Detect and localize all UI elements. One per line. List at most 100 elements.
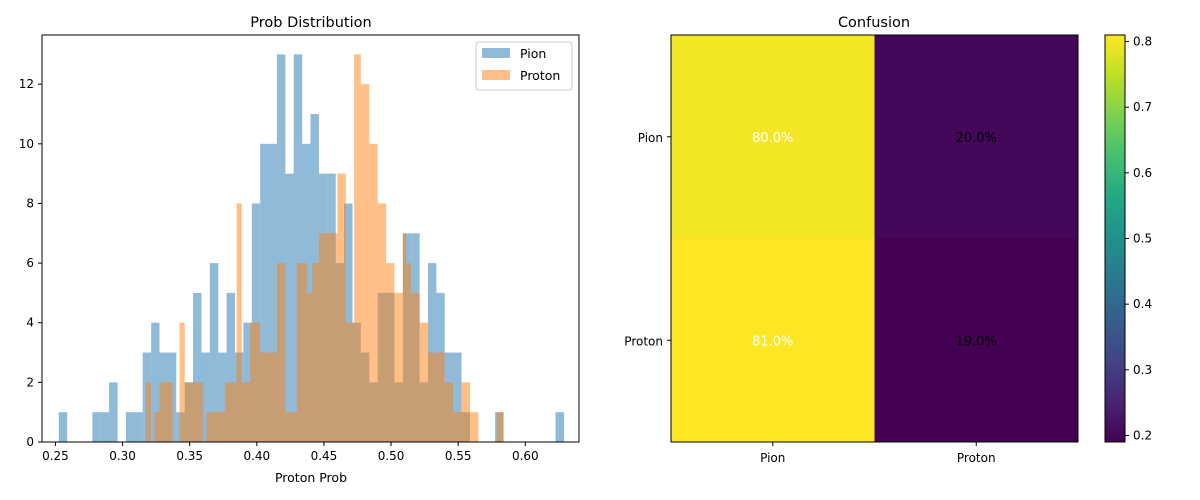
proton-bars [146,54,504,442]
confusion-cell-label-1-1: 19.0% [956,334,997,349]
proton-bar-13 [260,352,277,442]
proton-bar-31 [419,322,428,442]
proton-bar-36 [461,382,470,442]
colorbar-tick-label-0: 0.2 [1133,428,1152,442]
histogram-x-tick-label-5: 0.50 [378,449,405,463]
pion-bar-8 [151,322,160,442]
legend-swatch-pion [482,48,510,58]
histogram-y-tick-label-3: 6 [26,256,34,270]
confusion-cell-1-1 [874,238,1079,443]
confusion-chart: Confusion 80.0% 20.0% 81.0% 19.0% Pion Proto… [624,15,1152,465]
colorbar-tick-label-1: 0.3 [1133,363,1152,377]
pion-bar-47 [555,412,564,442]
pion-bar-6 [134,412,143,442]
pion-bar-13 [193,292,202,442]
pion-bar-22 [268,143,277,442]
confusion-cell-0-0 [671,35,875,239]
pion-bar-16 [218,352,227,442]
proton-bar-24 [369,143,378,442]
histogram-x-tick-label-6: 0.55 [445,449,472,463]
pion-bar-1 [92,412,101,442]
confusion-x-ticks: Pion Proton [760,442,996,465]
pion-bar-3 [109,382,118,442]
proton-bar-9 [224,382,237,442]
histogram-y-tick-label-5: 10 [19,137,34,151]
proton-bar-25 [377,203,387,442]
proton-bar-14 [276,263,286,442]
confusion-y-ticks: Pion Proton [624,131,671,348]
pion-bar-19 [243,322,252,442]
histogram-x-tick-label-2: 0.35 [176,449,203,463]
proton-bar-0 [146,382,152,442]
histogram-x-label: Proton Prob [275,470,347,485]
pion-bar-2 [100,412,110,442]
pion-bar-14 [201,352,210,442]
proton-bar-17 [307,292,313,442]
histogram-x-tick-label-4: 0.45 [311,449,338,463]
pion-bar-21 [260,143,269,442]
pion-bar-15 [209,263,219,442]
colorbar-tick-label-6: 0.8 [1133,35,1152,49]
histogram-x-tick-label-7: 0.60 [512,449,539,463]
histogram-y-tick-label-1: 2 [26,375,34,389]
proton-bar-38 [496,412,504,442]
colorbar-ticks: 0.2 0.3 0.4 0.5 0.6 0.7 0.8 [1125,35,1152,442]
proton-bar-18 [312,263,319,442]
histogram-legend: Pion Proton [475,41,573,91]
histogram-y-ticks: 0 2 4 6 8 10 12 [19,77,42,449]
proton-bar-10 [236,203,242,442]
proton-bar-29 [406,263,412,442]
proton-bar-27 [394,292,403,442]
proton-bar-8 [214,412,225,442]
proton-bar-34 [444,382,454,442]
legend-label-proton: Proton [520,68,560,83]
confusion-y-tick-label-1: Proton [624,334,663,348]
pion-bar-25 [293,54,303,442]
confusion-title: Confusion [838,15,910,31]
colorbar-gradient [1105,35,1125,442]
pion-bar-17 [226,292,236,442]
legend-swatch-proton [482,70,510,80]
proton-bar-33 [436,352,445,442]
confusion-y-tick-label-0: Pion [638,131,663,145]
proton-bar-21 [345,322,355,442]
confusion-cells [671,35,1079,443]
pion-bar-44 [453,352,462,442]
proton-bar-20 [337,173,346,442]
histogram-y-tick-label-2: 4 [26,316,34,330]
colorbar-tick-label-5: 0.7 [1133,100,1152,114]
confusion-cell-label-0-1: 20.0% [956,131,997,146]
proton-bar-12 [250,322,261,442]
proton-bar-5 [184,382,192,442]
proton-bar-26 [386,263,395,442]
pion-bar-23 [276,54,286,442]
proton-bar-19 [318,233,338,442]
histogram-x-ticks: 0.25 0.30 0.35 0.40 0.45 0.50 0.55 0.60 [42,442,539,463]
histogram-y-tick-label-0: 0 [26,435,34,449]
colorbar-tick-label-3: 0.5 [1133,232,1152,246]
legend-label-pion: Pion [520,46,546,61]
colorbar: 0.2 0.3 0.4 0.5 0.6 0.7 0.8 [1104,34,1152,443]
proton-bar-32 [427,352,437,442]
pion-bar-5 [125,412,135,442]
proton-bar-37 [469,412,479,442]
proton-bar-11 [241,382,251,442]
pion-bar-24 [285,173,294,442]
proton-bar-22 [354,54,361,442]
proton-bar-6 [191,382,204,442]
pion-bar-0 [58,412,68,442]
confusion-cell-labels: 80.0% 20.0% 81.0% 19.0% [752,131,997,350]
histogram-y-tick-label-4: 8 [26,196,34,210]
proton-bar-15 [285,412,298,442]
proton-bar-1 [154,412,160,442]
proton-bar-35 [453,412,462,442]
colorbar-tick-label-4: 0.6 [1133,166,1152,180]
histogram-x-tick-label-0: 0.25 [42,449,69,463]
proton-bar-28 [402,233,407,442]
histogram-x-tick-label-3: 0.40 [243,449,270,463]
proton-bar-3 [164,382,173,442]
histogram-title: Prob Distribution [250,15,371,31]
proton-bar-16 [297,263,308,442]
histogram-y-tick-label-6: 12 [19,77,34,91]
